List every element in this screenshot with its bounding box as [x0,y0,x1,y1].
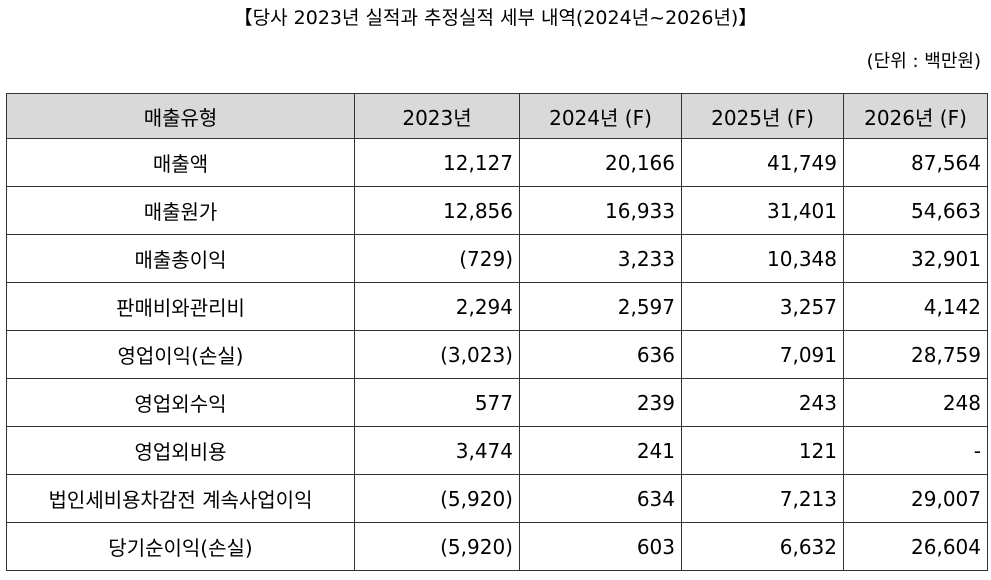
value-cell: (3,023) [354,330,520,379]
value-cell: (729) [354,234,520,283]
value-cell: 12,856 [354,186,520,235]
header-cell: 2026년 (F) [843,93,988,139]
value-cell: 241 [519,426,682,475]
value-cell: 239 [519,378,682,427]
value-cell: 6,632 [681,522,844,571]
value-cell: 121 [681,426,844,475]
table-row: 영업이익(손실) (3,023) 636 7,091 28,759 [6,330,988,379]
table-row: 판매비와관리비 2,294 2,597 3,257 4,142 [6,282,988,331]
table-row: 매출총이익 (729) 3,233 10,348 32,901 [6,234,988,283]
table-header-row: 매출유형 2023년 2024년 (F) 2025년 (F) 2026년 (F) [6,93,988,139]
row-label: 매출액 [6,138,355,187]
value-cell: 3,233 [519,234,682,283]
row-label: 법인세비용차감전 계속사업이익 [6,474,355,523]
value-cell: 248 [843,378,988,427]
value-cell: 603 [519,522,682,571]
value-cell: 41,749 [681,138,844,187]
row-label: 영업이익(손실) [6,330,355,379]
value-cell: 2,597 [519,282,682,331]
value-cell: (5,920) [354,474,520,523]
financial-table: 매출유형 2023년 2024년 (F) 2025년 (F) 2026년 (F)… [6,93,988,571]
table-row: 법인세비용차감전 계속사업이익 (5,920) 634 7,213 29,007 [6,474,988,523]
value-cell: 32,901 [843,234,988,283]
unit-note: (단위 : 백만원) [866,51,981,72]
value-cell: 10,348 [681,234,844,283]
value-cell: 26,604 [843,522,988,571]
value-cell: - [843,426,988,475]
row-label: 매출총이익 [6,234,355,283]
value-cell: 31,401 [681,186,844,235]
value-cell: 2,294 [354,282,520,331]
value-cell: 243 [681,378,844,427]
row-label: 판매비와관리비 [6,282,355,331]
row-label: 당기순이익(손실) [6,522,355,571]
value-cell: 20,166 [519,138,682,187]
value-cell: 28,759 [843,330,988,379]
header-cell: 2024년 (F) [519,93,682,139]
value-cell: 16,933 [519,186,682,235]
header-cell: 매출유형 [6,93,355,139]
value-cell: 3,474 [354,426,520,475]
value-cell: 4,142 [843,282,988,331]
value-cell: 634 [519,474,682,523]
row-label: 영업외수익 [6,378,355,427]
value-cell: 54,663 [843,186,988,235]
row-label: 매출원가 [6,186,355,235]
table-row: 영업외수익 577 239 243 248 [6,378,988,427]
value-cell: 577 [354,378,520,427]
document-title: 【당사 2023년 실적과 추정실적 세부 내역(2024년~2026년)】 [233,7,758,29]
value-cell: 7,213 [681,474,844,523]
value-cell: 87,564 [843,138,988,187]
value-cell: 7,091 [681,330,844,379]
header-cell: 2025년 (F) [681,93,844,139]
table-row: 당기순이익(손실) (5,920) 603 6,632 26,604 [6,522,988,571]
table-row: 매출원가 12,856 16,933 31,401 54,663 [6,186,988,235]
value-cell: 3,257 [681,282,844,331]
value-cell: 12,127 [354,138,520,187]
row-label: 영업외비용 [6,426,355,475]
header-cell: 2023년 [354,93,520,139]
value-cell: (5,920) [354,522,520,571]
table-row: 매출액 12,127 20,166 41,749 87,564 [6,138,988,187]
value-cell: 29,007 [843,474,988,523]
table-row: 영업외비용 3,474 241 121 - [6,426,988,475]
value-cell: 636 [519,330,682,379]
